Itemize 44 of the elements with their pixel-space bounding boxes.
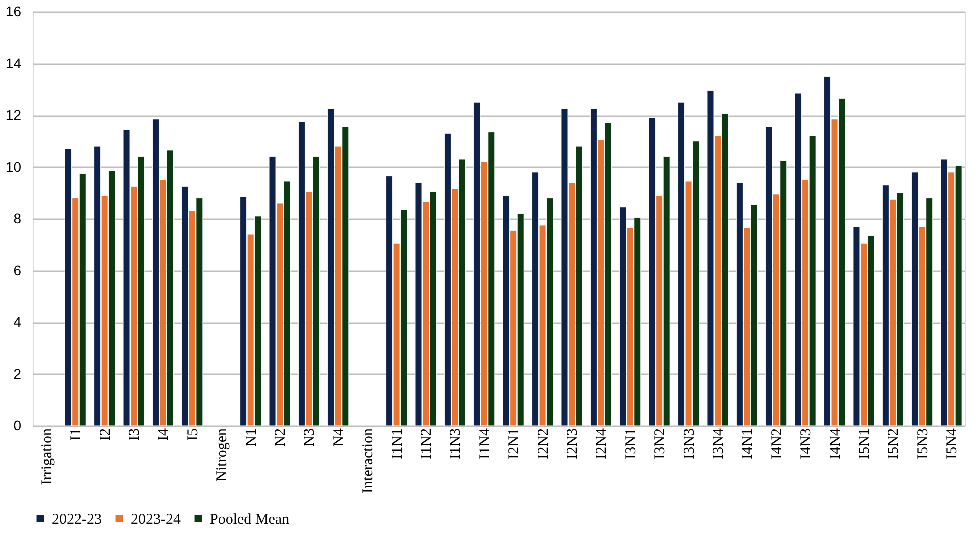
x-tick-label: I3N2 [652, 428, 669, 460]
x-tick-label: I4 [156, 428, 172, 441]
x-tick-label: I4N4 [828, 428, 844, 460]
x-tick-label: I5N1 [856, 428, 873, 460]
x-tick-label: I1N1 [390, 428, 406, 460]
x-tick-label: I5N4 [944, 428, 961, 460]
x-tick-label: I5N2 [886, 428, 902, 460]
y-tick-label: 8 [14, 210, 22, 226]
x-tick-label: N3 [302, 428, 318, 447]
x-tick-label: I3N1 [623, 428, 640, 460]
x-tick-label: I3N3 [682, 428, 698, 460]
y-tick-label: 6 [14, 262, 22, 278]
x-tick-label: I1 [68, 428, 85, 441]
x-tick-label: I2N3 [564, 428, 581, 460]
legend-label: 2023-24 [131, 512, 182, 528]
x-tick-label: I3N4 [710, 428, 727, 460]
y-tick-label: 12 [6, 107, 22, 123]
x-tick-label: I4N1 [740, 428, 756, 460]
x-tick-label: I2N4 [594, 428, 610, 460]
x-tick-label: Interaction [360, 428, 377, 494]
x-tick-label: I5N3 [915, 428, 932, 460]
y-tick-label: 16 [6, 4, 22, 20]
legend-label: Pooled Mean [210, 512, 290, 528]
y-tick-label: 10 [6, 158, 22, 175]
x-tick-label: I2N1 [506, 428, 523, 460]
x-tick-label: I2N2 [536, 428, 552, 460]
x-tick-label: I3 [127, 428, 144, 441]
x-tick-label: I4N2 [769, 428, 786, 460]
x-tick-label: N1 [244, 428, 260, 447]
x-tick-label: I5 [185, 428, 202, 441]
x-tick-label: I2 [98, 428, 114, 441]
y-tick-label: 14 [6, 55, 22, 72]
y-tick-label: 2 [14, 366, 22, 382]
x-tick-label: I4N3 [798, 428, 815, 460]
x-tick-label: N4 [331, 428, 348, 447]
legend-label: 2022-23 [52, 512, 102, 528]
y-tick-label: 4 [14, 314, 22, 330]
x-tick-label: Irrigation [39, 428, 56, 486]
x-tick-label: Nitrogen [214, 428, 231, 482]
x-tick-label: I1N3 [448, 428, 464, 460]
x-tick-label: I1N2 [419, 428, 436, 460]
y-tick-label: 0 [14, 418, 22, 434]
x-tick-label: I1N4 [477, 428, 494, 460]
x-tick-label: N2 [273, 428, 290, 447]
